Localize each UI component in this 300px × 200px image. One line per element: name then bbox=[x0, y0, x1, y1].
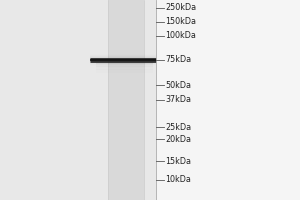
Text: 50kDa: 50kDa bbox=[165, 81, 191, 90]
Text: 75kDa: 75kDa bbox=[165, 55, 191, 64]
Bar bbox=[0, 0, 156, 200]
Text: 10kDa: 10kDa bbox=[165, 176, 191, 184]
Text: 150kDa: 150kDa bbox=[165, 18, 196, 26]
Text: 250kDa: 250kDa bbox=[165, 3, 196, 12]
Text: 37kDa: 37kDa bbox=[165, 96, 191, 104]
Bar bbox=[156, 0, 300, 200]
Text: 25kDa: 25kDa bbox=[165, 122, 191, 132]
Text: 20kDa: 20kDa bbox=[165, 134, 191, 144]
Text: 100kDa: 100kDa bbox=[165, 31, 196, 40]
Bar bbox=[108, 0, 144, 200]
Text: 15kDa: 15kDa bbox=[165, 156, 191, 166]
